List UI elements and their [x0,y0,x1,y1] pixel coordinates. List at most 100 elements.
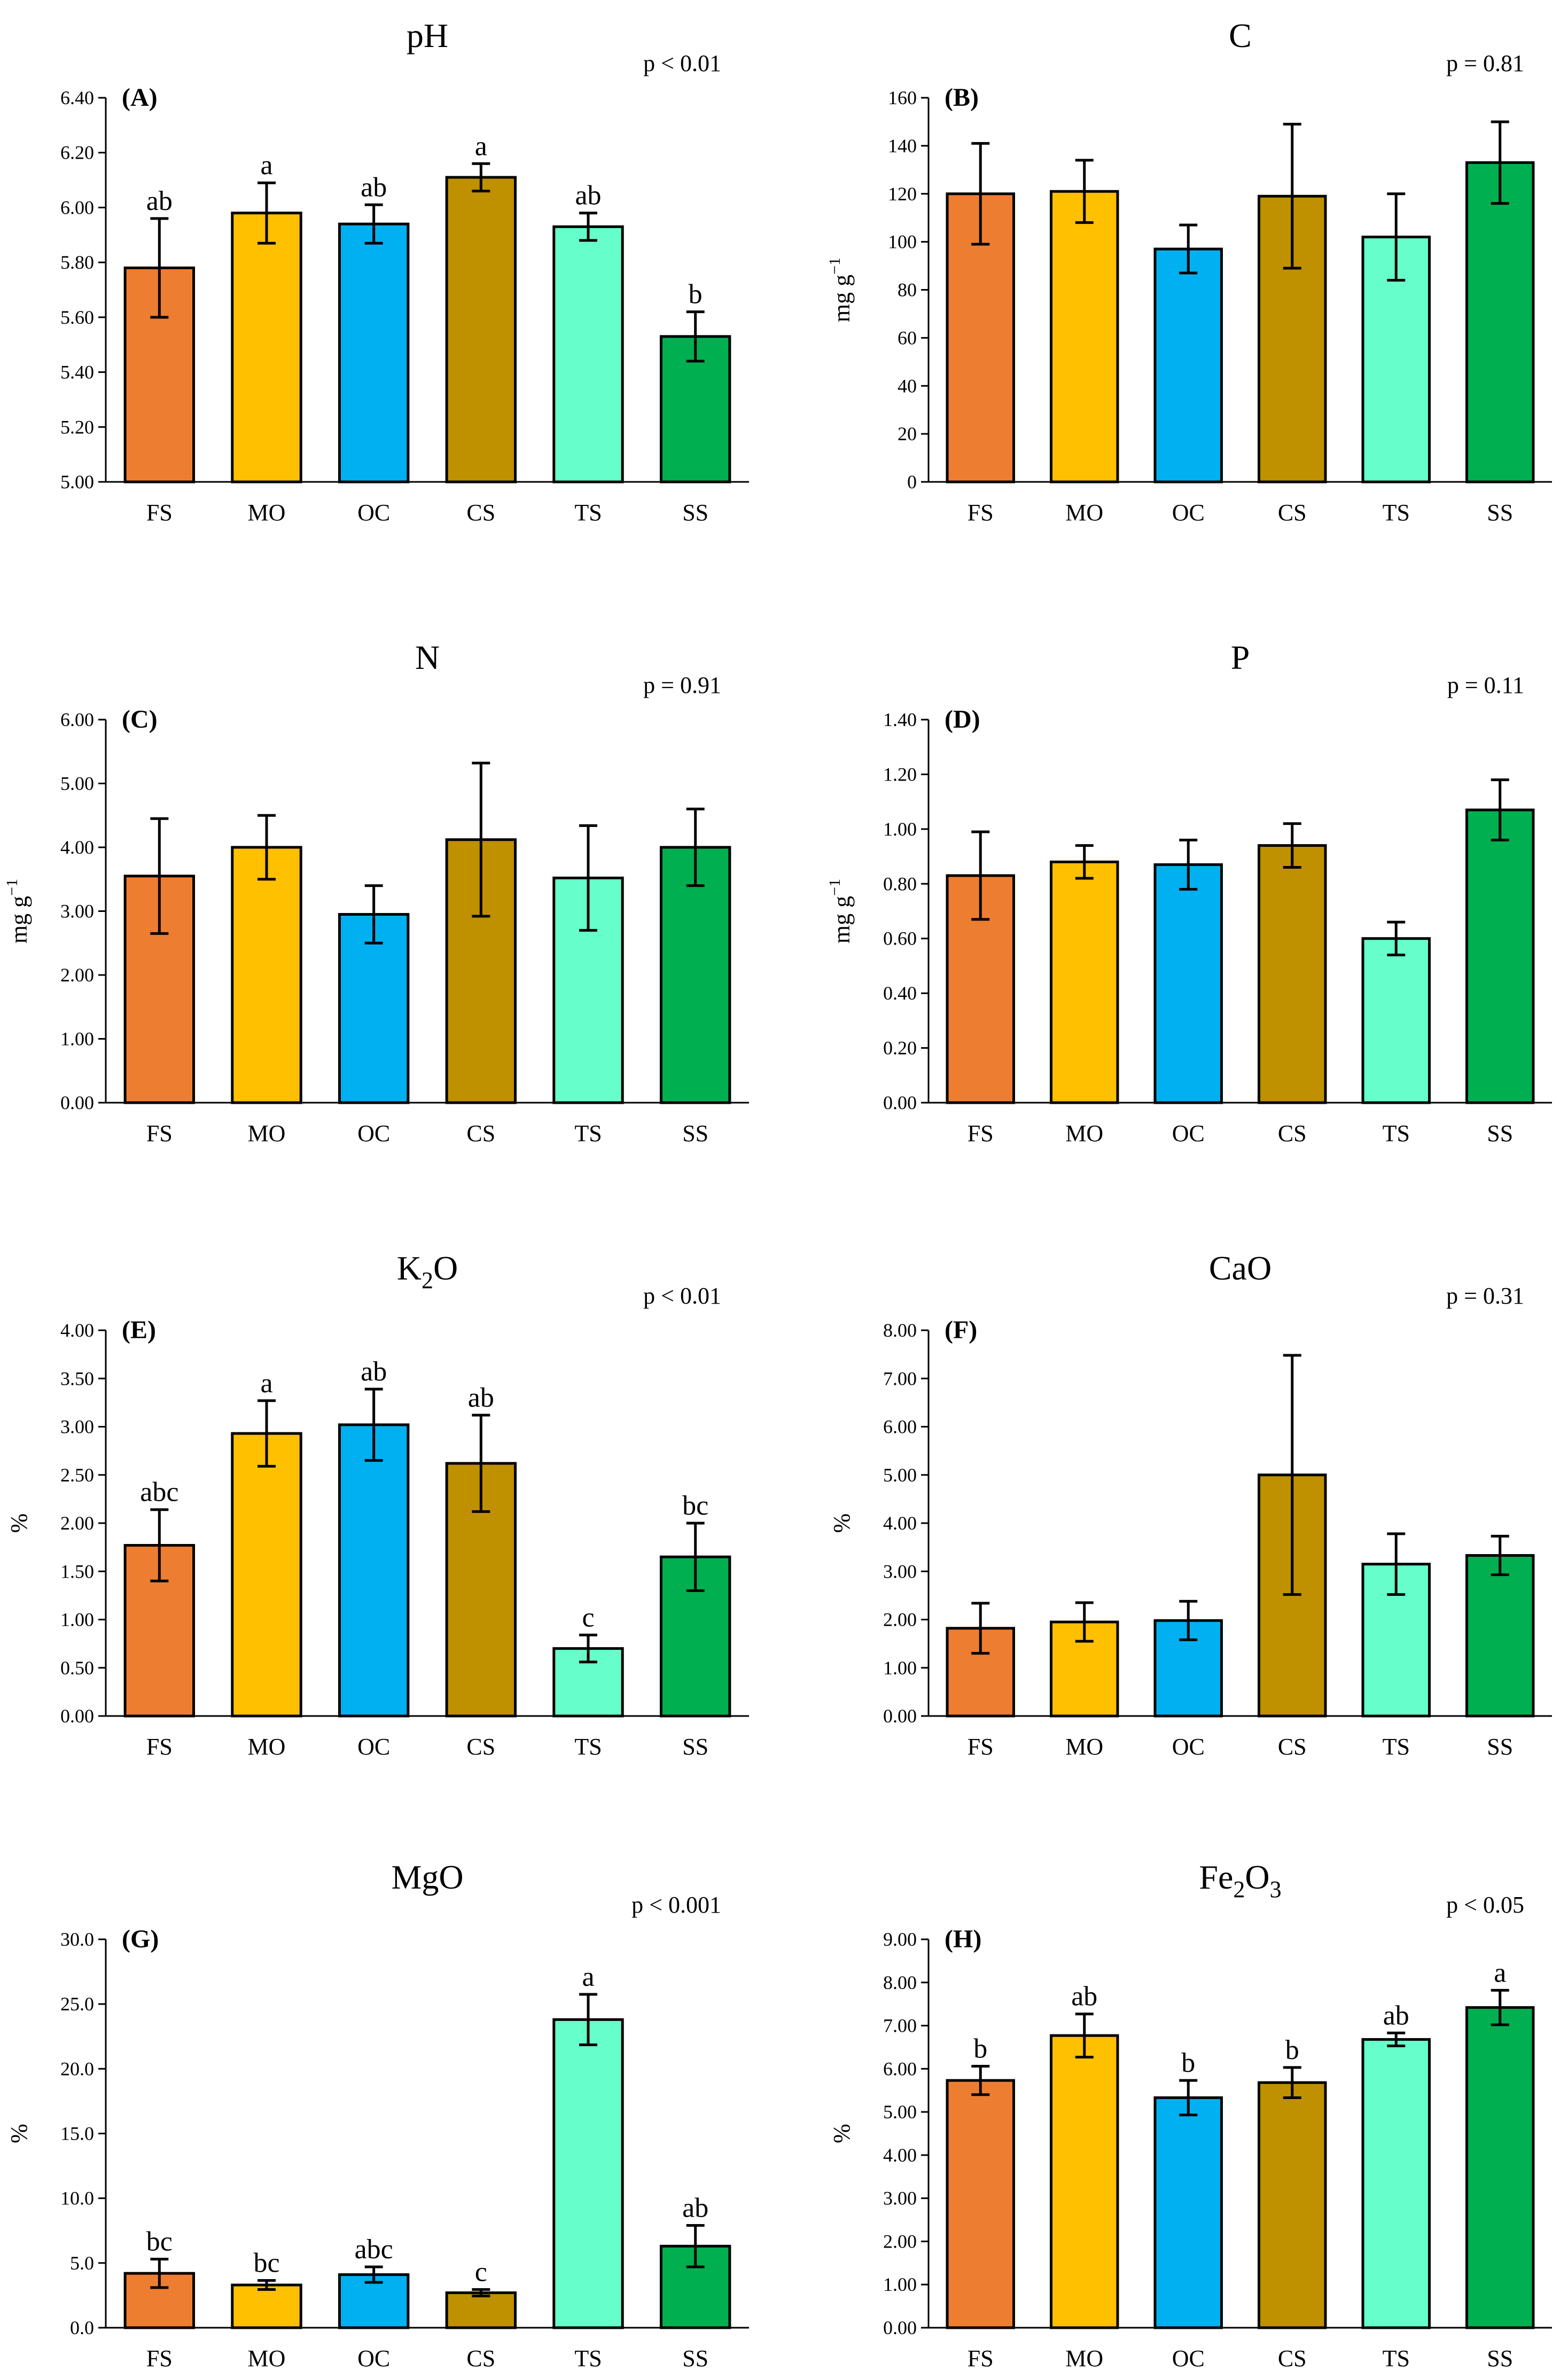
chart-panel-e: K2O p < 0.01 (E) 0.00 0.50 1.00 1.50 2.00 2.50 3.… [6,1249,749,1760]
x-tick-label: SS [1487,2345,1513,2372]
p-value: p = 0.31 [1446,1283,1524,1309]
panel-label: (A) [122,83,158,112]
y-tick-label: 6.20 [60,142,94,163]
y-tick-label: 6.00 [60,197,94,218]
y-tick-label: 140 [888,135,917,157]
y-tick-label: 0.00 [883,2317,917,2338]
x-tick-label: OC [357,1734,390,1760]
x-tick-label: FS [968,1734,994,1760]
x-tick-label: TS [1383,500,1410,526]
bar-ss [659,846,731,1104]
y-tick-label: 1.20 [883,763,917,785]
significance-letter: a [1494,1957,1506,1988]
y-tick-label: 2.00 [883,1609,917,1631]
bar-oc [1153,247,1223,483]
y-tick-label: 0.50 [60,1657,94,1679]
bar-cs [445,176,517,483]
x-tick-label: SS [682,1120,708,1146]
significance-letter: a [582,1962,594,1992]
bar-cs [1258,844,1327,1104]
x-tick-label: FS [146,1734,173,1760]
significance-letter: bc [146,2227,173,2257]
x-tick-label: TS [574,2345,602,2372]
y-axis-label: mg g−1 [826,879,855,943]
significance-letter: ab [575,181,601,211]
x-tick-label: CS [466,2345,495,2372]
x-tick-label: SS [1487,1734,1513,1760]
chart-panel-d: Pp = 0.11 (D) 0.00 0.20 0.40 0.60 0.80 1.00 1.20… [826,638,1552,1146]
x-tick-label: OC [1172,500,1205,526]
significance-letter: ab [146,186,173,216]
significance-letter: abc [140,1477,178,1508]
x-tick-label: FS [968,2345,994,2372]
panel-label: (C) [122,705,158,734]
chart-title: CaO [1209,1249,1271,1287]
bar-mo [231,212,302,483]
significance-letter: b [1181,2048,1195,2078]
x-tick-label: CS [1278,1120,1307,1146]
y-tick-label: 5.00 [883,2101,917,2123]
bar-mo [231,2283,302,2329]
y-tick-label: 5.00 [883,1464,917,1486]
y-tick-label: 8.00 [883,1972,917,1993]
x-tick-label: CS [466,500,495,526]
bar-ts [552,2018,624,2329]
x-tick-label: FS [968,1120,994,1146]
y-tick-label: 2.50 [60,1464,94,1486]
significance-letter: bc [682,1491,708,1521]
x-tick-label: OC [1172,1120,1205,1146]
x-tick-label: FS [146,500,173,526]
bar-oc [338,222,410,483]
y-tick-label: 3.00 [60,1416,94,1438]
y-tick-label: 9.00 [883,1929,917,1950]
p-value: p < 0.05 [1446,1892,1524,1918]
y-tick-label: 6.40 [60,87,94,108]
bar-oc [338,1423,410,1718]
significance-letter: b [973,2033,987,2064]
y-tick-label: 0.0 [70,2317,94,2338]
chart-panel-c: Np = 0.91 (C) 0.00 1.00 2.00 3.00 4.00 5.00 6.00… [3,638,749,1146]
x-tick-label: MO [248,1120,286,1146]
y-tick-label: 6.00 [60,709,94,730]
x-tick-label: FS [146,2345,173,2372]
y-tick-label: 4.00 [883,1512,917,1534]
y-tick-label: 2.00 [60,1512,94,1534]
significance-letter: c [582,1602,594,1633]
significance-letter: ab [682,2193,708,2224]
y-tick-label: 60 [898,327,917,348]
bar-ts [1361,937,1431,1104]
y-tick-label: 5.60 [60,307,94,328]
y-axis-label: % [6,2124,32,2143]
bar-ss [1465,808,1535,1104]
bar-oc [1153,863,1223,1104]
y-tick-label: 6.00 [883,2058,917,2079]
significance-letter: c [475,2257,487,2288]
y-tick-label: 5.0 [70,2252,94,2274]
significance-letter: a [260,150,272,181]
x-tick-label: CS [466,1734,495,1760]
x-tick-label: OC [357,500,390,526]
y-tick-label: 0.20 [883,1038,917,1059]
bar-mo [1050,860,1119,1104]
p-value: p < 0.001 [631,1892,721,1918]
bar-mo [1050,2034,1119,2329]
x-tick-label: TS [574,1734,602,1760]
significance-letter: b [1285,2035,1299,2065]
y-tick-label: 0.40 [883,982,917,1004]
x-tick-label: TS [1383,1734,1410,1760]
y-tick-label: 8.00 [883,1320,917,1341]
y-tick-label: 15.0 [60,2123,94,2144]
y-tick-label: 1.40 [883,709,917,730]
bar-cs [1258,2081,1327,2329]
y-axis-label: mg g−1 [826,258,855,322]
y-tick-label: 1.00 [60,1028,94,1050]
x-tick-label: MO [248,1734,286,1760]
significance-letter: a [475,131,487,161]
significance-letter: ab [1071,1982,1097,2012]
chart-panel-g: MgO p < 0.001 (G) 0.0 5.0 10.0 15.0 20.0 25.0 30.… [6,1858,749,2372]
y-tick-label: 30.0 [60,1929,94,1950]
bar-oc [338,912,410,1104]
significance-letter: ab [361,172,387,202]
panel-label: (D) [945,705,980,734]
y-tick-label: 0.00 [883,1705,917,1727]
